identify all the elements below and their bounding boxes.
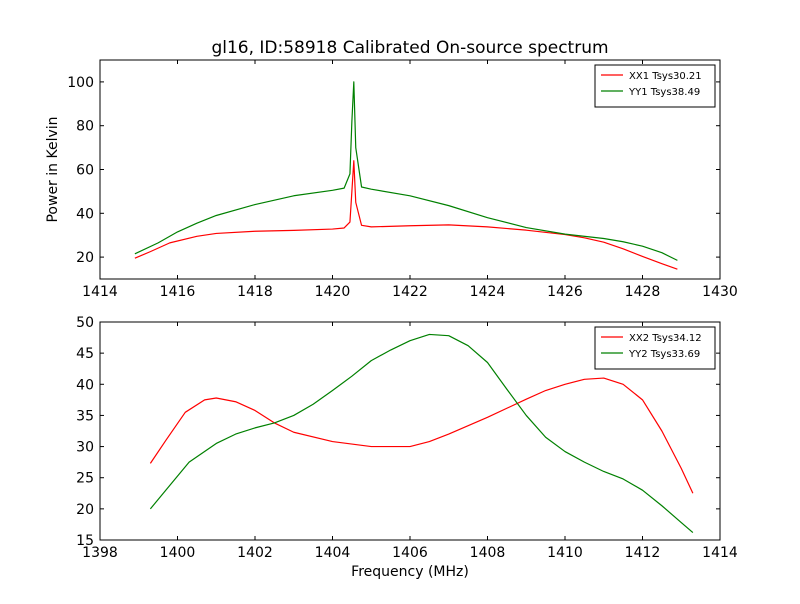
panel-1: 1414 1416 1418 1420 1422 1424 1426 1428 1430 20 40… bbox=[45, 59, 738, 300]
panel-2: 1398 1400 1402 1404 1406 1408 1410 1412 1414 15 20… bbox=[76, 315, 738, 580]
series-line-2-2 bbox=[149, 333, 694, 533]
x-tick-label-1-1422: 1422 bbox=[392, 284, 428, 300]
x-tick-label-1-1418: 1418 bbox=[237, 284, 273, 300]
x-tick-label-1-1420: 1420 bbox=[315, 284, 351, 300]
y-tick-label-1-40: 40 bbox=[76, 206, 94, 222]
x-tick-label-2-1412: 1412 bbox=[625, 545, 661, 561]
series-line-2-1 bbox=[149, 377, 694, 494]
axes-frame-2 bbox=[99, 321, 721, 541]
axes-frame-1 bbox=[99, 59, 721, 280]
x-tick-label-2-1404: 1404 bbox=[315, 545, 351, 561]
legend-label-2-2: YY2 Tsys33.69 bbox=[628, 349, 700, 360]
x-tick-label-2-1400: 1400 bbox=[160, 545, 196, 561]
y-tick-label-2-50: 50 bbox=[76, 315, 94, 331]
x-tick-label-1-1414: 1414 bbox=[82, 284, 118, 300]
y-tick-label-1-60: 60 bbox=[76, 163, 94, 179]
y-tick-label-2-15: 15 bbox=[76, 533, 94, 549]
legend-label-1-1: XX1 Tsys30.21 bbox=[629, 71, 702, 82]
legend-box-2 bbox=[594, 326, 716, 370]
y-axis-label-1: Power in Kelvin bbox=[45, 116, 61, 222]
legend-label-2-1: XX2 Tsys34.12 bbox=[629, 333, 702, 344]
y-tick-label-2-45: 45 bbox=[76, 346, 94, 362]
series-line-1-2 bbox=[134, 81, 678, 261]
x-axis-label-2: Frequency (MHz) bbox=[351, 564, 469, 580]
y-tick-label-2-35: 35 bbox=[76, 408, 94, 424]
chart-title: gl16, ID:58918 Calibrated On-source spec… bbox=[211, 38, 608, 58]
y-tick-label-2-40: 40 bbox=[76, 377, 94, 393]
x-tick-label-2-1414: 1414 bbox=[702, 545, 738, 561]
y-tick-label-2-30: 30 bbox=[76, 440, 94, 456]
x-tick-label-1-1426: 1426 bbox=[547, 284, 583, 300]
x-tick-label-1-1430: 1430 bbox=[702, 284, 738, 300]
x-tick-label-2-1402: 1402 bbox=[237, 545, 273, 561]
x-tick-label-1-1416: 1416 bbox=[160, 284, 196, 300]
x-tick-label-2-1398: 1398 bbox=[82, 545, 118, 561]
x-tick-label-2-1406: 1406 bbox=[392, 545, 428, 561]
series-line-1-1 bbox=[134, 160, 678, 270]
y-tick-label-2-20: 20 bbox=[76, 502, 94, 518]
x-tick-label-2-1408: 1408 bbox=[470, 545, 506, 561]
y-tick-label-1-100: 100 bbox=[67, 75, 94, 91]
y-tick-label-2-25: 25 bbox=[76, 471, 94, 487]
x-tick-label-2-1410: 1410 bbox=[547, 545, 583, 561]
x-tick-label-1-1424: 1424 bbox=[470, 284, 506, 300]
y-tick-label-1-20: 20 bbox=[76, 250, 94, 266]
y-tick-label-1-80: 80 bbox=[76, 119, 94, 135]
x-tick-label-1-1428: 1428 bbox=[625, 284, 661, 300]
legend-box-1 bbox=[594, 64, 716, 108]
legend-label-1-2: YY1 Tsys38.49 bbox=[628, 87, 700, 98]
